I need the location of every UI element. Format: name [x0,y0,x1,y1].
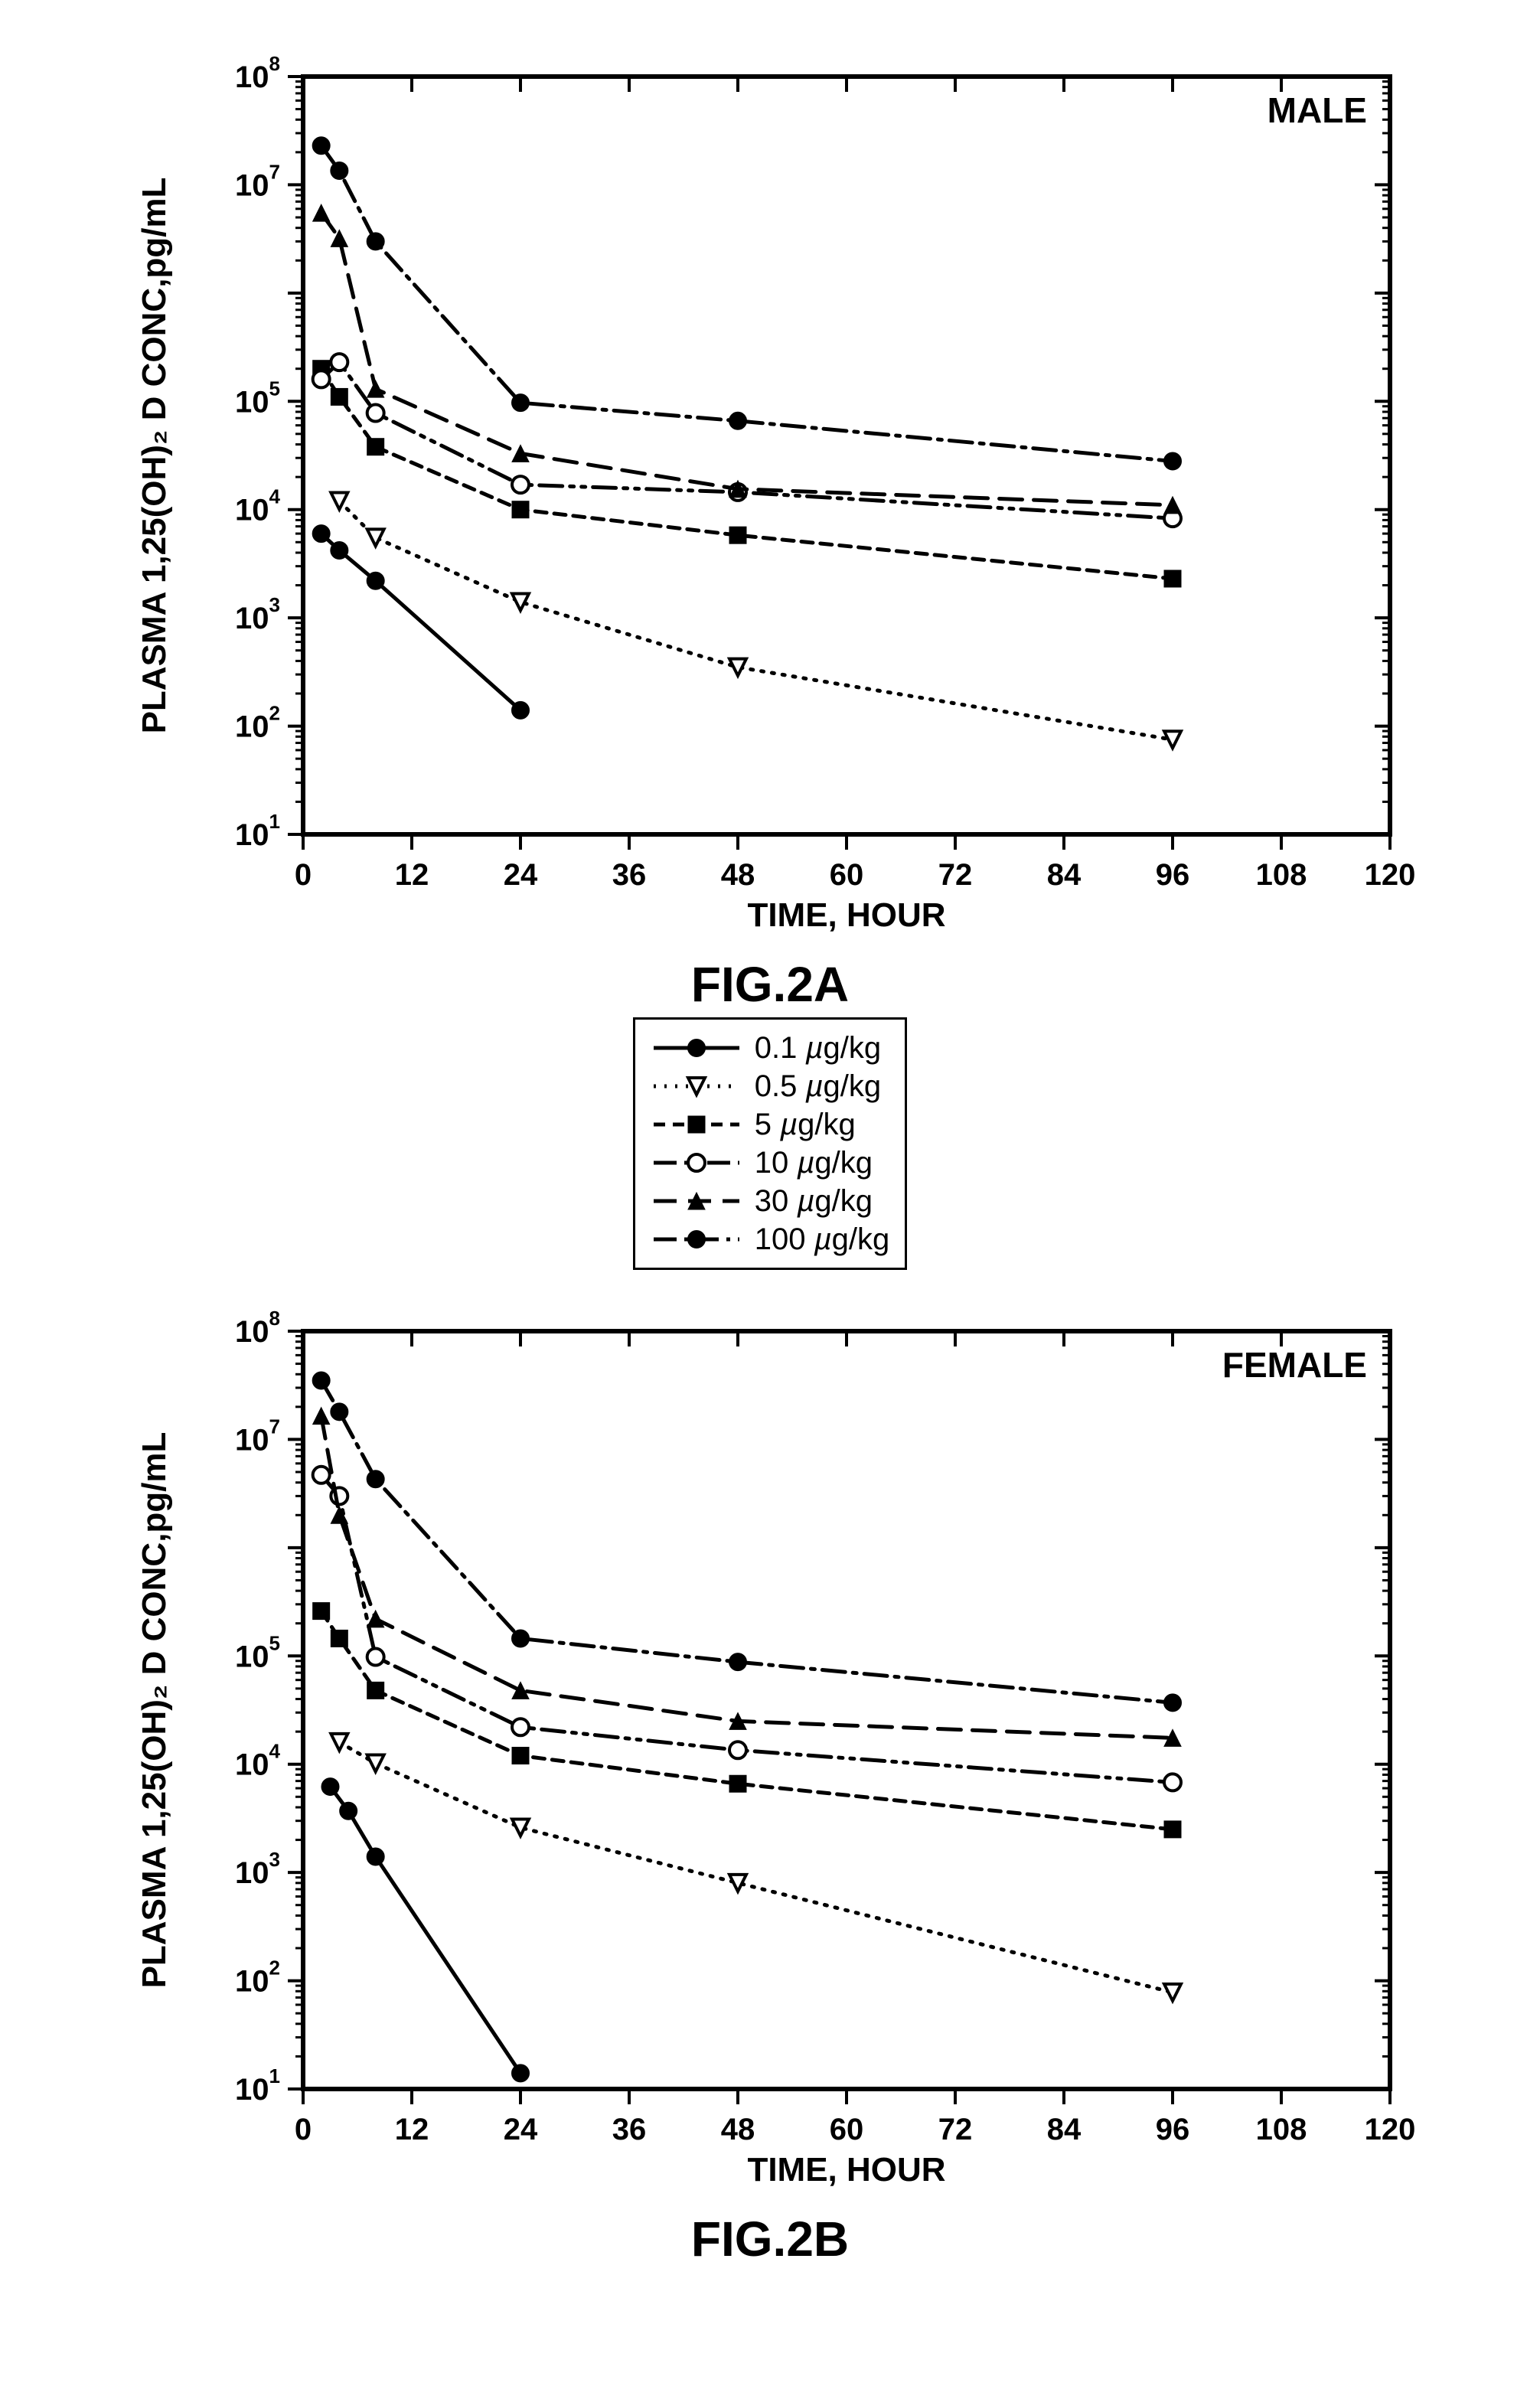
legend-item-d5: 5 µg/kg [651,1105,890,1144]
y-axis-label: PLASMA 1,25(OH)₂ D CONC,pg/mL [135,1432,173,1989]
chart-panel-male: 0 12 24 36 48 60 72 84 96 108 120 TIME, HOUR 101 102 1… [119,46,1421,953]
legend-item-d100: 100 µg/kg [651,1220,890,1258]
svg-text:101: 101 [235,2064,280,2107]
svg-text:72: 72 [938,2113,973,2146]
legend-item-d0_1: 0.1 µg/kg [651,1029,890,1067]
svg-text:96: 96 [1156,2113,1190,2146]
figure-label-a: FIG.2A [691,956,849,1013]
legend-label: 5 µg/kg [755,1105,856,1144]
page: 01224364860728496108120TIME, HOUR1011021… [0,0,1540,2386]
series-d0_1 [331,1787,521,2073]
svg-text:108: 108 [1256,858,1307,892]
svg-text:104: 104 [235,485,281,527]
series-d5 [321,369,1173,579]
x-axis-label: TIME, HOUR [747,2151,945,2189]
svg-text:107: 107 [235,160,280,202]
chart-panel-female: 0 12 24 36 48 60 72 84 96 108 120 TIME, HOUR 101 102 1… [119,1301,1421,2208]
svg-text:104: 104 [235,1740,281,1782]
legend-label: 0.1 µg/kg [755,1029,881,1067]
svg-text:0: 0 [295,858,312,892]
chart-svg: 0 12 24 36 48 60 72 84 96 108 120 TIME, HOUR 101 102 1… [119,46,1421,949]
svg-text:72: 72 [938,858,973,892]
svg-text:60: 60 [830,858,864,892]
panel-title: FEMALE [1222,1345,1367,1385]
svg-text:107: 107 [235,1415,280,1457]
legend-label: 10 µg/kg [755,1144,873,1182]
svg-text:0: 0 [295,2113,312,2146]
svg-text:60: 60 [830,2113,864,2146]
svg-text:101: 101 [235,810,280,852]
svg-text:96: 96 [1156,858,1190,892]
series-d30 [321,213,1173,505]
legend-item-d0_5: 0.5 µg/kg [651,1067,890,1105]
svg-text:103: 103 [235,1848,280,1890]
panel-title: MALE [1268,90,1367,130]
svg-text:102: 102 [235,1957,280,1999]
svg-text:84: 84 [1047,858,1082,892]
svg-text:108: 108 [1256,2113,1307,2146]
series-d100 [321,145,1173,461]
series-d0_1 [321,534,520,710]
series-d10 [321,1475,1173,1783]
svg-text:120: 120 [1365,2113,1416,2146]
svg-text:48: 48 [721,2113,755,2146]
svg-text:108: 108 [235,52,280,94]
svg-text:105: 105 [235,1631,280,1673]
svg-text:103: 103 [235,593,280,635]
series-d0_5 [339,1742,1173,1993]
x-axis-label: TIME, HOUR [747,896,945,934]
svg-text:24: 24 [504,858,538,892]
svg-text:24: 24 [504,2113,538,2146]
figure-label-b: FIG.2B [691,2211,849,2267]
chart-svg: 0 12 24 36 48 60 72 84 96 108 120 TIME, HOUR 101 102 1… [119,1301,1421,2204]
svg-text:105: 105 [235,377,280,419]
legend-label: 30 µg/kg [755,1182,873,1220]
svg-text:102: 102 [235,702,280,744]
legend-label: 100 µg/kg [755,1220,890,1258]
y-axis-label: PLASMA 1,25(OH)₂ D CONC,pg/mL [135,178,173,734]
svg-text:84: 84 [1047,2113,1082,2146]
svg-text:12: 12 [395,2113,429,2146]
svg-text:36: 36 [612,2113,647,2146]
svg-text:120: 120 [1365,858,1416,892]
svg-text:48: 48 [721,858,755,892]
svg-text:12: 12 [395,858,429,892]
legend-item-d10: 10 µg/kg [651,1144,890,1182]
legend-label: 0.5 µg/kg [755,1067,881,1105]
legend: 0.1 µg/kg0.5 µg/kg5 µg/kg10 µg/kg30 µg/k… [633,1017,908,1270]
legend-item-d30: 30 µg/kg [651,1182,890,1220]
svg-text:108: 108 [235,1307,280,1349]
svg-text:36: 36 [612,858,647,892]
